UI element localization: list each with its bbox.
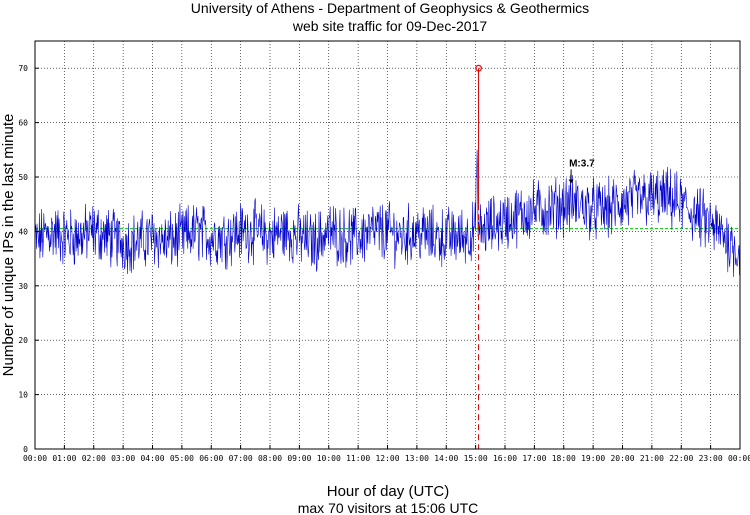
traffic-line — [34, 149, 741, 277]
x-tick-label: 02:00 — [82, 454, 106, 463]
x-tick-label: 08:00 — [258, 454, 282, 463]
x-tick-label: 03:00 — [111, 454, 135, 463]
x-tick-label: 06:00 — [199, 454, 223, 463]
x-tick-label: 01:00 — [52, 454, 76, 463]
y-tick-label: 50 — [18, 173, 28, 182]
max-caption: max 70 visitors at 15:06 UTC — [298, 500, 479, 515]
x-tick-label: 05:00 — [170, 454, 194, 463]
x-tick-label: 07:00 — [229, 454, 253, 463]
x-tick-label: 00:00 — [728, 454, 750, 463]
x-tick-label: 18:00 — [552, 454, 576, 463]
x-tick-label: 20:00 — [610, 454, 634, 463]
annotation-label: M:3.7 — [569, 158, 595, 169]
max-point-marker — [475, 64, 482, 72]
x-tick-label: 10:00 — [317, 454, 341, 463]
y-tick-label: 0 — [23, 445, 28, 454]
y-tick-label: 10 — [18, 391, 28, 400]
annotation-marker: M:3.7 — [568, 158, 595, 184]
y-tick-label: 70 — [18, 64, 28, 73]
x-tick-label: 13:00 — [405, 454, 429, 463]
x-tick-label: 23:00 — [699, 454, 723, 463]
x-tick-label: 21:00 — [640, 454, 664, 463]
x-tick-label: 17:00 — [522, 454, 546, 463]
x-tick-label: 15:00 — [464, 454, 488, 463]
x-tick-label: 16:00 — [493, 454, 517, 463]
y-tick-label: 20 — [18, 336, 28, 345]
x-tick-label: 22:00 — [669, 454, 693, 463]
x-tick-label: 04:00 — [140, 454, 164, 463]
x-tick-label: 00:00 — [23, 454, 47, 463]
x-tick-label: 14:00 — [434, 454, 458, 463]
x-axis-ticks: 00:00 01:00 02:00 03:00 04:00 05:00 06:00 07:00… — [23, 445, 750, 463]
x-tick-label: 09:00 — [287, 454, 311, 463]
traffic-series — [34, 149, 741, 277]
x-tick-label: 11:00 — [346, 454, 370, 463]
max-marker — [475, 64, 482, 449]
y-axis-ticks: 0 10 20 30 40 50 60 70 — [18, 64, 39, 454]
chart-subtitle: web site traffic for 09-Dec-2017 — [292, 18, 487, 34]
y-tick-label: 40 — [18, 227, 28, 236]
x-tick-label: 19:00 — [581, 454, 605, 463]
x-tick-label: 12:00 — [375, 454, 399, 463]
y-tick-label: 30 — [18, 282, 28, 291]
chart-title: University of Athens - Department of Geo… — [191, 0, 589, 16]
y-axis-label: Number of unique IPs in the last minute — [0, 114, 17, 377]
x-axis-label: Hour of day (UTC) — [327, 483, 450, 500]
y-tick-label: 60 — [18, 119, 28, 128]
annotation-arrow-head — [568, 179, 574, 184]
